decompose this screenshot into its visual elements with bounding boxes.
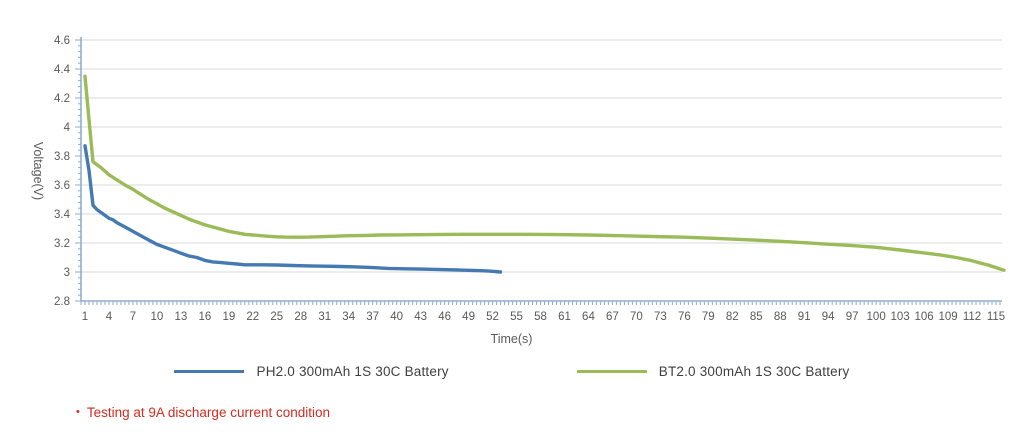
- y-tick-labels: 2.8 3 3.2 3.4 3.6 3.8 4 4.2 4.4 4.6: [54, 35, 71, 308]
- svg-text:94: 94: [822, 311, 835, 323]
- x-axis-ticks: [80, 301, 1001, 305]
- legend-swatch-bt20-line: [576, 370, 647, 373]
- svg-text:3.2: 3.2: [54, 238, 70, 250]
- svg-text:67: 67: [606, 311, 619, 323]
- svg-text:91: 91: [798, 311, 811, 323]
- note-bullet-icon: •: [76, 406, 80, 418]
- svg-text:100: 100: [867, 311, 886, 323]
- svg-text:109: 109: [938, 311, 957, 323]
- svg-text:22: 22: [246, 311, 259, 323]
- discharge-curve-chart: 2.8 3 3.2 3.4 3.6 3.8 4 4.2 4.4 4.6 1 4 7 10 13 16 19 22 2…: [31, 35, 1006, 346]
- series-line-bt20: [83, 74, 1006, 272]
- y-axis-title: Voltage(V): [31, 142, 45, 200]
- legend-label-ph20: PH2.0 300mAh 1S 30C Battery: [256, 364, 449, 379]
- svg-text:10: 10: [151, 311, 164, 323]
- note-text: Testing at 9A discharge current conditio…: [86, 405, 331, 420]
- svg-text:3.8: 3.8: [54, 151, 70, 163]
- svg-text:58: 58: [534, 311, 547, 323]
- svg-text:4: 4: [64, 122, 71, 134]
- svg-text:52: 52: [486, 311, 499, 323]
- svg-text:37: 37: [366, 311, 379, 323]
- svg-text:61: 61: [558, 311, 571, 323]
- svg-text:34: 34: [342, 311, 355, 323]
- svg-text:55: 55: [510, 311, 523, 323]
- svg-text:70: 70: [630, 311, 643, 323]
- y-axis-ticks: [75, 39, 81, 302]
- svg-text:3: 3: [64, 267, 70, 279]
- legend-swatch-ph20-line: [174, 370, 245, 373]
- svg-text:7: 7: [130, 311, 136, 323]
- svg-text:25: 25: [270, 311, 283, 323]
- svg-text:40: 40: [390, 311, 403, 323]
- svg-text:49: 49: [462, 311, 475, 323]
- svg-text:73: 73: [654, 311, 667, 323]
- svg-text:4: 4: [106, 311, 113, 323]
- svg-text:97: 97: [846, 311, 859, 323]
- svg-text:2.8: 2.8: [54, 296, 70, 308]
- x-tick-labels: 1 4 7 10 13 16 19 22 25 28 31 34 37 40 43 46 49 52 55 58 61 6…: [82, 311, 1005, 323]
- svg-text:3.4: 3.4: [54, 209, 71, 221]
- svg-text:3.6: 3.6: [54, 180, 70, 192]
- x-axis-title: Time(s): [491, 332, 533, 346]
- y-gridlines: [81, 39, 1002, 273]
- svg-text:46: 46: [438, 311, 451, 323]
- svg-text:106: 106: [914, 311, 933, 323]
- svg-text:19: 19: [222, 311, 235, 323]
- svg-text:4.4: 4.4: [54, 64, 71, 76]
- svg-text:4.2: 4.2: [54, 93, 70, 105]
- legend-item-bt20: BT2.0 300mAh 1S 30C Battery: [576, 364, 850, 379]
- svg-text:79: 79: [702, 311, 715, 323]
- legend-label-bt20: BT2.0 300mAh 1S 30C Battery: [658, 364, 850, 379]
- svg-text:31: 31: [318, 311, 331, 323]
- svg-text:82: 82: [726, 311, 739, 323]
- svg-text:1: 1: [82, 311, 88, 323]
- svg-text:112: 112: [963, 311, 981, 323]
- svg-text:103: 103: [891, 311, 910, 323]
- testing-note: • Testing at 9A discharge current condit…: [76, 405, 330, 420]
- svg-text:64: 64: [582, 311, 595, 323]
- series-line-ph20: [83, 144, 503, 274]
- svg-text:4.6: 4.6: [54, 35, 70, 47]
- svg-text:115: 115: [987, 311, 1005, 323]
- svg-text:85: 85: [750, 311, 763, 323]
- svg-text:13: 13: [174, 311, 187, 323]
- svg-text:16: 16: [198, 311, 211, 323]
- chart-legend: PH2.0 300mAh 1S 30C Battery BT2.0 300mAh…: [0, 364, 1024, 379]
- svg-text:43: 43: [414, 311, 427, 323]
- svg-text:76: 76: [678, 311, 691, 323]
- svg-text:28: 28: [294, 311, 307, 323]
- legend-item-ph20: PH2.0 300mAh 1S 30C Battery: [174, 364, 449, 379]
- svg-text:88: 88: [774, 311, 787, 323]
